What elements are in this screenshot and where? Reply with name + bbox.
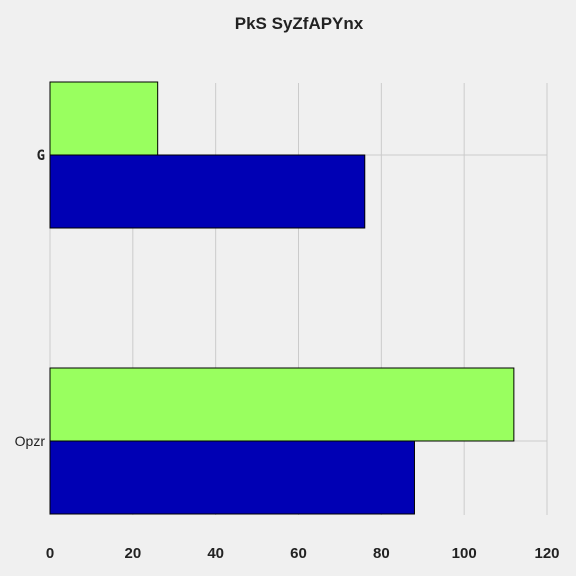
x-tick-label: 120: [534, 545, 559, 562]
x-tick-label: 60: [290, 545, 307, 562]
bar-g-series-1: [49, 154, 366, 229]
x-tick-label: 80: [373, 545, 390, 562]
y-tick-label: Opzr: [15, 433, 46, 449]
x-tick-label: 100: [452, 545, 477, 562]
x-tick-label: 0: [46, 545, 54, 562]
x-tick-label: 20: [124, 545, 141, 562]
bars: [49, 81, 515, 515]
y-axis-ticks: G Opzr: [15, 148, 46, 449]
x-tick-label: 40: [207, 545, 224, 562]
y-tick-label: G: [37, 148, 45, 164]
bar-g-series-2: [49, 81, 159, 156]
chart-title: PkS SyZfAPYnx: [235, 14, 364, 33]
bar-opzr-series-2: [49, 367, 515, 442]
bar-opzr-series-1: [49, 440, 415, 515]
x-axis-ticks: 0 20 40 60 80 100 120: [46, 545, 560, 562]
